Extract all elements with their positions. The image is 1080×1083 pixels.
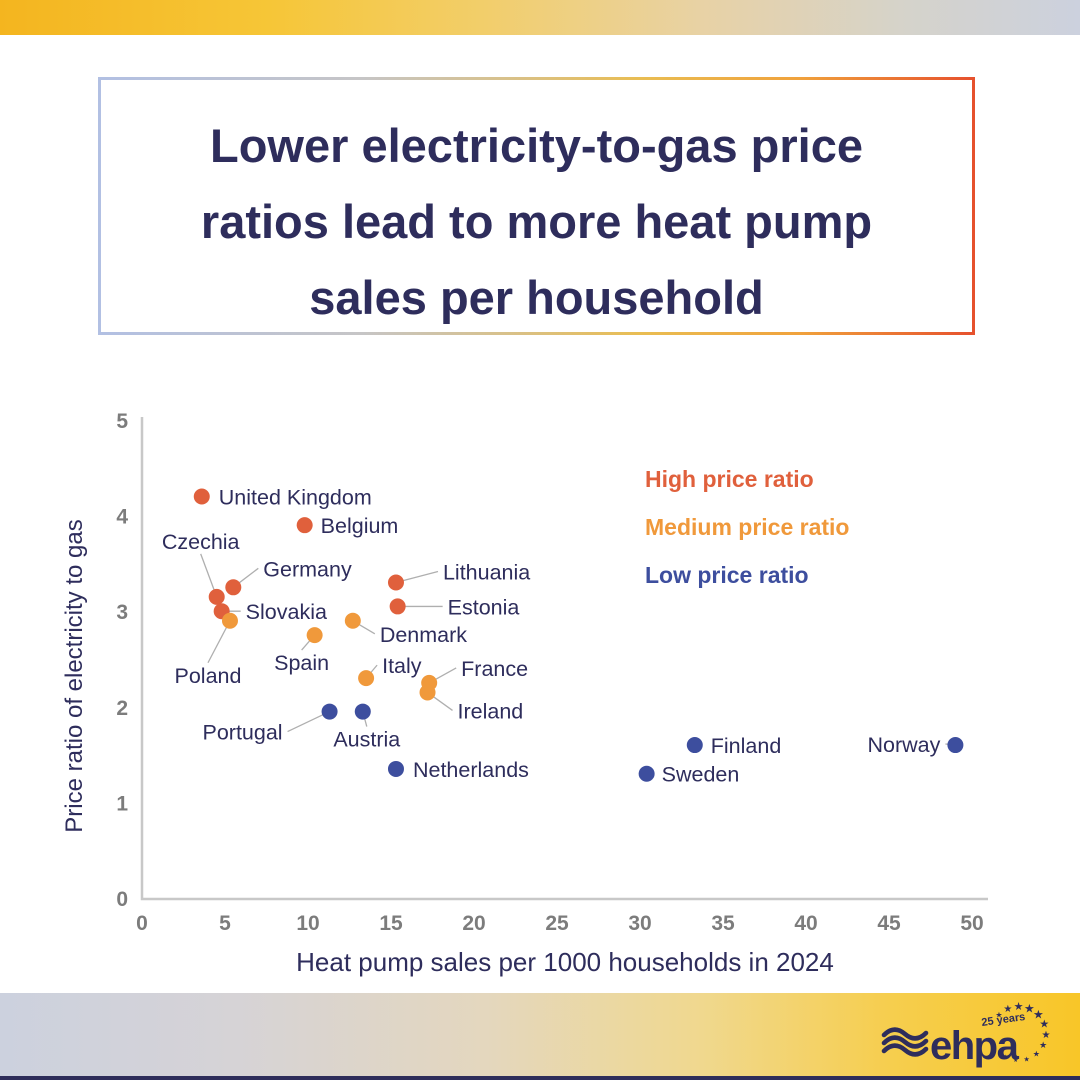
data-point-poland — [221, 612, 238, 629]
data-point-sweden — [638, 765, 655, 782]
eu-star-icon: ★ — [1039, 1040, 1047, 1050]
eu-star-icon: ★ — [1039, 1018, 1049, 1030]
ehpa-wave-icon — [881, 1035, 929, 1049]
x-tick-0: 0 — [136, 912, 148, 935]
x-tick-50: 50 — [960, 912, 983, 935]
top-gradient-bar — [0, 0, 1080, 35]
country-label-netherlands: Netherlands — [413, 758, 529, 782]
axis-lines — [140, 417, 988, 901]
x-tick-5: 5 — [219, 912, 231, 935]
eu-star-icon: ★ — [1013, 1057, 1018, 1064]
country-label-slovakia: Slovakia — [246, 600, 327, 624]
data-point-lithuania — [387, 574, 404, 591]
y-tick-1: 1 — [116, 792, 128, 815]
data-point-portugal — [321, 703, 338, 720]
x-tick-30: 30 — [628, 912, 651, 935]
legend-item-low: Low price ratio — [645, 562, 809, 588]
y-axis-title: Price ratio of electricity to gas — [61, 519, 88, 833]
country-label-finland: Finland — [711, 734, 782, 758]
eu-star-icon: ★ — [1014, 1001, 1024, 1013]
eu-star-icon: ★ — [1003, 1054, 1008, 1060]
data-point-belgium — [296, 517, 313, 534]
data-point-spain — [306, 627, 323, 644]
y-tick-0: 0 — [116, 888, 128, 911]
data-point-estonia — [389, 598, 406, 615]
eu-star-icon: ★ — [1024, 1001, 1035, 1015]
country-label-spain: Spain — [274, 651, 329, 675]
data-point-finland — [686, 737, 703, 754]
country-label-portugal: Portugal — [202, 721, 282, 745]
eu-star-icon: ★ — [1003, 1004, 1012, 1015]
eu-star-icon: ★ — [1041, 1030, 1050, 1041]
country-label-poland: Poland — [175, 664, 242, 688]
x-axis-title: Heat pump sales per 1000 households in 2… — [296, 947, 834, 977]
page-title-line-2: ratios lead to more heat pump — [200, 195, 873, 248]
country-label-denmark: Denmark — [380, 623, 467, 647]
title-box: Lower electricity-to-gas price ratios le… — [98, 77, 975, 335]
y-tick-3: 3 — [116, 601, 128, 624]
page-title-line-1: Lower electricity-to-gas price — [210, 119, 863, 172]
data-point-united-kingdom — [193, 488, 210, 505]
country-label-italy: Italy — [382, 654, 422, 678]
data-point-czechia — [208, 588, 225, 605]
data-point-denmark — [344, 612, 361, 629]
x-tick-10: 10 — [296, 912, 319, 935]
y-tick-2: 2 — [116, 697, 128, 720]
bottom-navy-strip — [0, 1076, 1080, 1080]
data-point-ireland — [419, 684, 436, 701]
ehpa-wave-icon — [881, 1027, 929, 1041]
country-label-norway: Norway — [868, 733, 941, 757]
data-point-germany — [225, 579, 242, 596]
country-label-czechia: Czechia — [162, 530, 240, 554]
eu-star-icon: ★ — [1033, 1007, 1044, 1021]
legend-item-high: High price ratio — [645, 466, 814, 492]
country-label-austria: Austria — [333, 728, 400, 752]
y-tick-5: 5 — [116, 410, 128, 433]
data-point-italy — [358, 670, 375, 687]
country-label-estonia: Estonia — [448, 595, 520, 619]
country-label-sweden: Sweden — [662, 763, 740, 787]
data-point-austria — [354, 703, 371, 720]
x-tick-35: 35 — [711, 912, 735, 935]
country-label-germany: Germany — [263, 557, 352, 581]
x-tick-25: 25 — [545, 912, 569, 935]
eu-star-icon: ★ — [1024, 1055, 1030, 1063]
country-label-lithuania: Lithuania — [443, 561, 530, 585]
eu-star-icon: ★ — [995, 1011, 1002, 1020]
country-label-france: France — [461, 657, 528, 681]
ehpa-logo-text: ehpa — [930, 1024, 1020, 1068]
data-point-netherlands — [387, 760, 404, 777]
country-label-ireland: Ireland — [458, 699, 524, 723]
x-tick-45: 45 — [877, 912, 901, 935]
legend-item-medium: Medium price ratio — [645, 514, 849, 540]
x-tick-40: 40 — [794, 912, 817, 935]
y-tick-4: 4 — [116, 506, 128, 529]
country-label-united-kingdom: United Kingdom — [219, 485, 372, 509]
x-tick-15: 15 — [379, 912, 403, 935]
page-title-line-3: sales per household — [309, 271, 764, 324]
ehpa-wave-icon — [881, 1043, 929, 1057]
x-tick-20: 20 — [462, 912, 485, 935]
data-point-norway — [947, 737, 964, 754]
country-label-belgium: Belgium — [321, 514, 399, 538]
eu-star-icon: ★ — [1033, 1049, 1040, 1058]
